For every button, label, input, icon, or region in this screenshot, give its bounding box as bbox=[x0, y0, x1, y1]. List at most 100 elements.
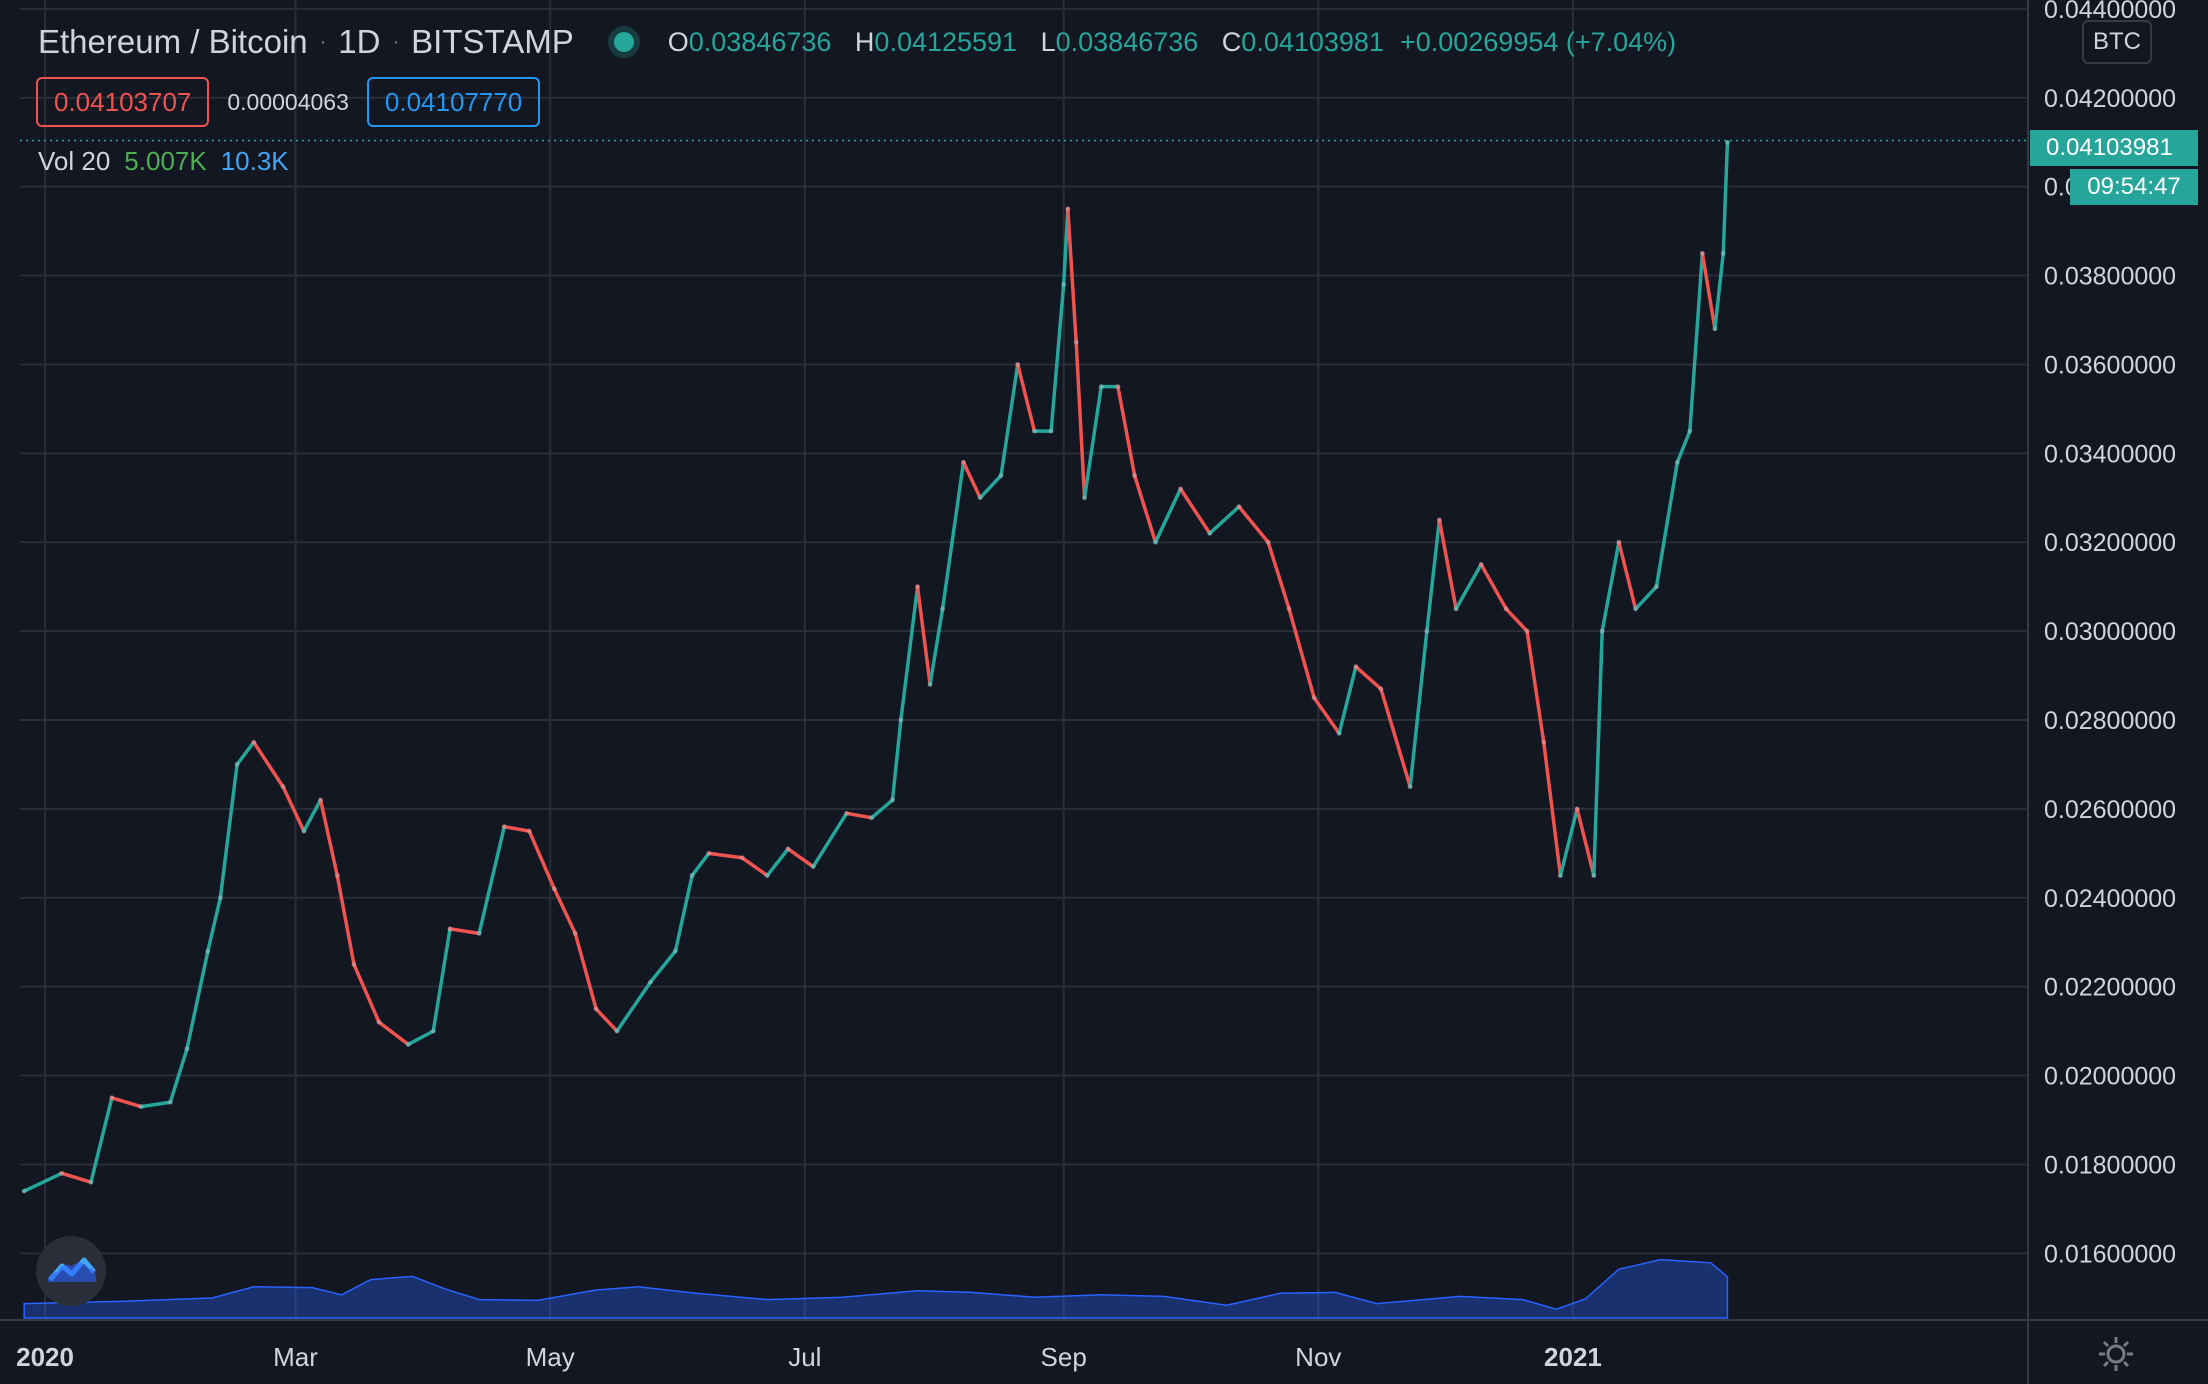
low-value: 0.03846736 bbox=[1055, 26, 1199, 57]
price-segment bbox=[1074, 340, 1087, 500]
price-segment bbox=[281, 784, 306, 833]
price-point bbox=[1098, 384, 1104, 390]
y-tick-label: 0.04200000 bbox=[2044, 85, 2176, 113]
volume-ma-area bbox=[23, 1258, 1729, 1319]
price-segment bbox=[139, 1100, 173, 1109]
price-segment bbox=[673, 873, 694, 953]
price-point bbox=[1653, 584, 1659, 590]
price-segment bbox=[1015, 362, 1037, 433]
price-point bbox=[785, 846, 791, 852]
price-point bbox=[1048, 428, 1054, 434]
price-segment bbox=[890, 718, 903, 802]
price-segment bbox=[448, 927, 481, 936]
high-label: H bbox=[854, 26, 875, 57]
price-segment bbox=[915, 584, 932, 687]
price-point bbox=[21, 1188, 27, 1194]
change-value: +0.00269954 (+7.04%) bbox=[1399, 26, 1677, 57]
market-status-icon[interactable] bbox=[613, 32, 634, 52]
price-segment bbox=[940, 460, 966, 611]
price-point bbox=[109, 1095, 115, 1101]
price-point bbox=[526, 828, 532, 834]
price-point bbox=[1311, 695, 1317, 701]
price-point bbox=[376, 1019, 382, 1025]
price-point bbox=[927, 681, 933, 687]
y-tick-label: 0.02800000 bbox=[2044, 707, 2176, 735]
tradingview-logo-icon[interactable] bbox=[36, 1236, 106, 1306]
price-point bbox=[1015, 361, 1021, 367]
price-point bbox=[1699, 250, 1705, 256]
price-segment bbox=[1312, 696, 1341, 736]
price-point bbox=[1720, 250, 1726, 256]
price-point bbox=[1061, 281, 1067, 287]
price-point bbox=[672, 948, 678, 954]
open-label: O bbox=[667, 26, 689, 57]
interval-label[interactable]: 1D bbox=[338, 23, 381, 60]
price-point bbox=[1378, 686, 1384, 692]
low-label: L bbox=[1040, 26, 1056, 57]
volume-legend[interactable]: Vol 20 5.007K 10.3K bbox=[38, 146, 289, 177]
price-segment bbox=[1049, 282, 1066, 433]
gear-icon[interactable] bbox=[2096, 1334, 2136, 1374]
price-point bbox=[1207, 530, 1213, 536]
price-segment bbox=[1437, 518, 1458, 611]
price-segment bbox=[1675, 429, 1692, 464]
price-segment bbox=[740, 856, 770, 878]
price-point bbox=[234, 761, 240, 767]
price-segment bbox=[1237, 504, 1270, 544]
price-point bbox=[476, 930, 482, 936]
price-segment bbox=[648, 949, 678, 984]
price-point bbox=[706, 850, 712, 856]
price-segment bbox=[59, 1171, 93, 1184]
price-segment bbox=[218, 762, 239, 900]
price-segment bbox=[1178, 487, 1212, 536]
y-tick-label: 0.03400000 bbox=[2044, 440, 2176, 468]
y-tick-label: 0.02400000 bbox=[2044, 885, 2176, 913]
price-segment bbox=[22, 1171, 64, 1193]
sell-button[interactable]: 0.04103707 bbox=[36, 77, 210, 127]
price-segment bbox=[1617, 540, 1638, 611]
volume-label: Vol 20 bbox=[38, 146, 111, 176]
last-price-label: 0.04103981 bbox=[2030, 130, 2198, 166]
price-point bbox=[614, 1028, 620, 1034]
x-tick-label: May bbox=[526, 1342, 575, 1372]
price-segment bbox=[318, 798, 340, 878]
symbol-name[interactable]: Ethereum / Bitcoin bbox=[38, 23, 308, 60]
price-segment bbox=[352, 962, 381, 1024]
y-tick-label: 0.02000000 bbox=[2044, 1063, 2176, 1091]
x-tick-label: Sep bbox=[1041, 1342, 1087, 1372]
price-point bbox=[869, 815, 875, 821]
price-segment bbox=[1379, 687, 1412, 789]
price-point bbox=[138, 1104, 144, 1110]
price-point bbox=[593, 1006, 599, 1012]
price-point bbox=[1132, 473, 1138, 479]
price-point bbox=[1082, 495, 1088, 501]
symbol-header: Ethereum / Bitcoin · 1D · BITSTAMP O0.03… bbox=[38, 18, 1676, 66]
volume-ma-value: 10.3K bbox=[220, 146, 289, 176]
price-point bbox=[1478, 561, 1484, 567]
price-point bbox=[647, 979, 653, 985]
currency-button[interactable]: BTC bbox=[2082, 20, 2152, 64]
price-segment bbox=[1700, 251, 1717, 331]
y-tick-label: 0.01800000 bbox=[2044, 1151, 2176, 1179]
x-tick-label: Jul bbox=[788, 1342, 821, 1372]
price-point bbox=[1236, 504, 1242, 510]
y-tick-label: 0.03600000 bbox=[2044, 351, 2176, 379]
price-point bbox=[1524, 628, 1530, 634]
price-point bbox=[960, 459, 966, 465]
price-point bbox=[1633, 606, 1639, 612]
price-point bbox=[1503, 606, 1509, 612]
price-point bbox=[217, 895, 223, 901]
buy-button[interactable]: 0.04107770 bbox=[366, 77, 541, 127]
price-point bbox=[1286, 606, 1292, 612]
price-segment bbox=[869, 798, 895, 820]
price-segment bbox=[1633, 584, 1659, 611]
price-segment bbox=[844, 811, 874, 820]
price-point bbox=[1599, 628, 1605, 634]
price-segment bbox=[1504, 607, 1529, 633]
price-segment bbox=[110, 1096, 143, 1109]
price-point bbox=[501, 824, 507, 830]
price-segment bbox=[302, 798, 323, 833]
price-point bbox=[1557, 873, 1563, 879]
